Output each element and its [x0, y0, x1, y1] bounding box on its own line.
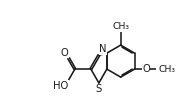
Text: O: O [142, 64, 150, 74]
Text: N: N [99, 44, 107, 54]
Text: CH₃: CH₃ [112, 22, 129, 31]
Text: O: O [60, 48, 68, 58]
Text: HO: HO [53, 81, 68, 91]
Text: S: S [96, 84, 102, 94]
Text: CH₃: CH₃ [158, 65, 175, 74]
